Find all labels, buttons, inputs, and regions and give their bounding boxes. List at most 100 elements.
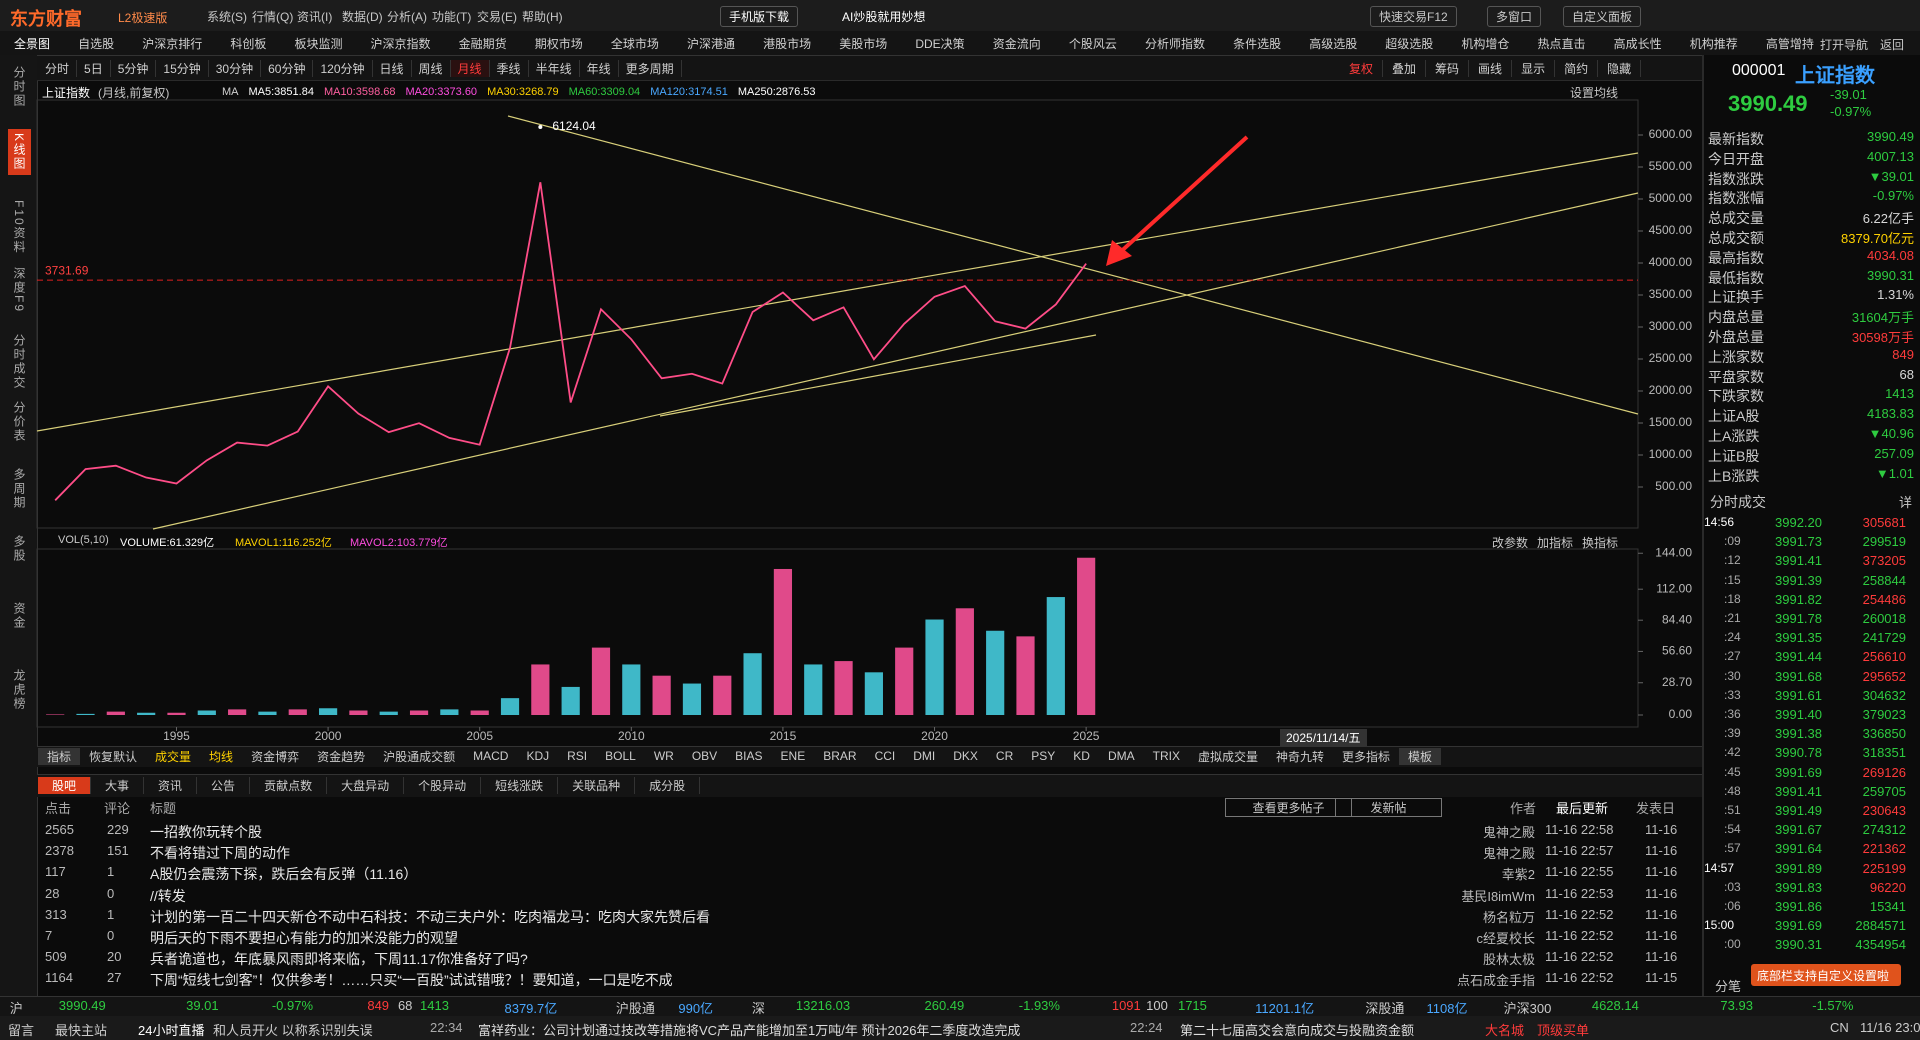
indicator[interactable]: DMI bbox=[913, 749, 936, 763]
news-button[interactable]: 查看更多帖子 bbox=[1225, 798, 1352, 817]
nav-item[interactable]: 美股市场 bbox=[839, 36, 888, 51]
nav-item[interactable]: 沪深京排行 bbox=[142, 36, 203, 51]
indicator[interactable]: 虚拟成交量 bbox=[1197, 749, 1258, 764]
period[interactable]: 年线 bbox=[580, 59, 619, 77]
indicator[interactable]: 神奇九转 bbox=[1275, 749, 1324, 764]
side-tab[interactable]: 分时成交 bbox=[12, 334, 26, 390]
indicator[interactable]: 成交量 bbox=[155, 749, 192, 764]
indicator[interactable]: KD bbox=[1073, 749, 1090, 763]
post-title[interactable]: 计划的第一百二十四天新仓不动中石科技：不动三夫户外：吃肉福龙马：吃肉大家先赞后看 bbox=[150, 908, 710, 925]
chart-tool[interactable]: 复权 bbox=[1340, 59, 1384, 77]
indicator[interactable]: 更多指标 bbox=[1342, 749, 1391, 764]
news-tab[interactable]: 关联品种 bbox=[558, 776, 636, 794]
news-tab[interactable]: 股吧 bbox=[38, 776, 92, 794]
vol-action[interactable]: 改参数 bbox=[1492, 536, 1529, 550]
ticker-item[interactable]: 24小时直播 bbox=[138, 1023, 205, 1038]
indicator[interactable]: 资金趋势 bbox=[317, 749, 366, 764]
indicator[interactable]: 均线 bbox=[209, 749, 234, 764]
side-tab[interactable]: K线图 bbox=[8, 129, 31, 176]
nav-item[interactable]: 科创板 bbox=[230, 36, 267, 51]
vol-action[interactable]: 加指标 bbox=[1537, 536, 1574, 550]
indicator[interactable]: BOLL bbox=[605, 749, 636, 763]
indicator[interactable]: BIAS bbox=[735, 749, 763, 763]
chart-tool[interactable]: 筹码 bbox=[1426, 59, 1470, 77]
side-tab[interactable]: 多周期 bbox=[12, 468, 26, 510]
nav-item[interactable]: 期权市场 bbox=[534, 36, 583, 51]
chart-tool[interactable]: 简约 bbox=[1555, 59, 1599, 77]
news-tab[interactable]: 贡献点数 bbox=[250, 776, 328, 794]
indicator[interactable]: PSY bbox=[1031, 749, 1056, 763]
nav-item[interactable]: 沪深京指数 bbox=[370, 36, 431, 51]
news-tab[interactable]: 成分股 bbox=[635, 776, 701, 794]
indicator[interactable]: CR bbox=[995, 749, 1014, 763]
chart-tool[interactable]: 画线 bbox=[1469, 59, 1513, 77]
indicator[interactable]: 模板 bbox=[1399, 747, 1442, 765]
side-tab[interactable]: 龙虎榜 bbox=[12, 669, 26, 711]
nav-item[interactable]: 个股风云 bbox=[1068, 36, 1117, 51]
side-tab[interactable]: 资金 bbox=[12, 602, 26, 630]
period[interactable]: 日线 bbox=[373, 59, 412, 77]
indicator[interactable]: TRIX bbox=[1152, 749, 1180, 763]
menu-item[interactable]: 资讯(I) bbox=[297, 10, 333, 24]
ticks-tab[interactable]: 分笔 bbox=[1715, 979, 1742, 994]
period[interactable]: 30分钟 bbox=[209, 59, 262, 77]
menu-item[interactable]: 交易(E) bbox=[477, 10, 517, 24]
side-tab[interactable]: 深度F9 bbox=[12, 267, 26, 314]
period[interactable]: 120分钟 bbox=[313, 59, 373, 77]
post-title[interactable]: A股仍会震荡下探，跌后会有反弹（11.16） bbox=[150, 866, 418, 883]
period[interactable]: 分时 bbox=[38, 59, 78, 77]
custom-panel[interactable]: 自定义面板 bbox=[1563, 6, 1642, 27]
indicator[interactable]: RSI bbox=[567, 749, 588, 763]
ticker-item[interactable]: 留言 bbox=[8, 1023, 35, 1038]
menu-item[interactable]: 帮助(H) bbox=[522, 10, 563, 24]
news-tab[interactable]: 大事 bbox=[91, 776, 145, 794]
multi-window[interactable]: 多窗口 bbox=[1487, 6, 1542, 27]
period[interactable]: 更多周期 bbox=[619, 59, 682, 77]
nav-item[interactable]: 热点直击 bbox=[1537, 36, 1586, 51]
news-tab[interactable]: 资讯 bbox=[144, 776, 198, 794]
chart-tool[interactable]: 隐藏 bbox=[1598, 59, 1642, 77]
news-button[interactable]: 发新帖 bbox=[1335, 798, 1442, 817]
period[interactable]: 5日 bbox=[77, 59, 111, 77]
period[interactable]: 周线 bbox=[412, 59, 451, 77]
indicator[interactable]: BRAR bbox=[823, 749, 857, 763]
nav-item[interactable]: 自选股 bbox=[78, 36, 115, 51]
indicator[interactable]: ENE bbox=[780, 749, 806, 763]
indicator[interactable]: 恢复默认 bbox=[89, 749, 138, 764]
post-title[interactable]: 兵者诡道也，年底暴风雨即将来临，下周11.17你准备好了吗? bbox=[150, 951, 528, 968]
indicator[interactable]: WR bbox=[653, 749, 674, 763]
nav-right[interactable]: 打开导航 bbox=[1820, 38, 1869, 52]
indicator[interactable]: CCI bbox=[874, 749, 896, 763]
mobile-download[interactable]: 手机版下载 bbox=[720, 6, 799, 27]
nav-item[interactable]: 资金流向 bbox=[992, 36, 1041, 51]
side-tab[interactable]: 多股 bbox=[12, 535, 26, 563]
menu-item[interactable]: 数据(D) bbox=[342, 10, 383, 24]
period[interactable]: 5分钟 bbox=[111, 59, 157, 77]
indicator[interactable]: KDJ bbox=[526, 749, 550, 763]
ticker-item[interactable]: 最快主站 bbox=[55, 1023, 108, 1038]
ma-setting[interactable]: 设置均线 bbox=[1570, 86, 1619, 100]
nav-item[interactable]: 全景图 bbox=[14, 36, 51, 51]
news-tab[interactable]: 个股异动 bbox=[404, 776, 482, 794]
indicator[interactable]: 指标 bbox=[38, 747, 81, 765]
indicator[interactable]: 资金博弈 bbox=[251, 749, 300, 764]
news-tab[interactable]: 短线涨跌 bbox=[481, 776, 559, 794]
menu-item[interactable]: 分析(A) bbox=[387, 10, 427, 24]
indicator[interactable]: DKX bbox=[953, 749, 978, 763]
nav-item[interactable]: 条件选股 bbox=[1233, 36, 1282, 51]
post-title[interactable]: 一招教你玩转个股 bbox=[150, 824, 262, 840]
period[interactable]: 季线 bbox=[490, 59, 529, 77]
nav-item[interactable]: 机构增仓 bbox=[1461, 36, 1510, 51]
indicator[interactable]: OBV bbox=[691, 749, 718, 763]
indicator[interactable]: DMA bbox=[1107, 749, 1135, 763]
nav-item[interactable]: DDE决策 bbox=[915, 36, 965, 51]
chart-tool[interactable]: 显示 bbox=[1512, 59, 1556, 77]
nav-item[interactable]: 高管增持 bbox=[1765, 36, 1814, 51]
menu-item[interactable]: 行情(Q) bbox=[252, 10, 294, 24]
period[interactable]: 半年线 bbox=[529, 59, 580, 77]
menu-item[interactable]: 系统(S) bbox=[207, 10, 247, 24]
news-tab[interactable]: 公告 bbox=[197, 776, 251, 794]
post-title[interactable]: 不看将错过下周的动作 bbox=[150, 845, 290, 862]
nav-item[interactable]: 高成长性 bbox=[1613, 36, 1662, 51]
nav-item[interactable]: 金融期货 bbox=[458, 36, 507, 51]
